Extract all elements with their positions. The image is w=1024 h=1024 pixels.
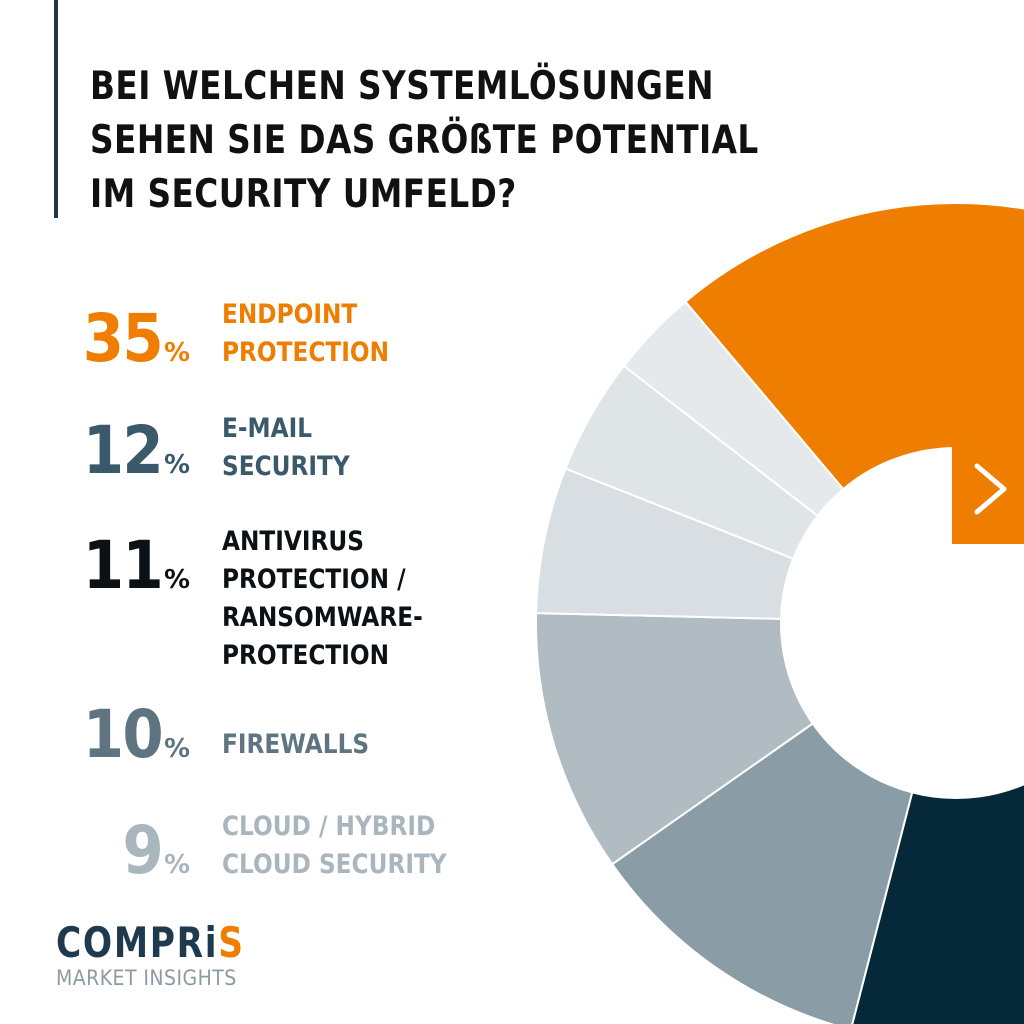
- donut-slices: [535, 202, 1024, 1024]
- legend-percent: 9%: [122, 812, 190, 889]
- title-line-1: BEI WELCHEN SYSTEMLÖSUNGEN: [90, 64, 715, 109]
- legend-label: FIREWALLS: [222, 729, 370, 760]
- logo-wordmark: COMPRiS: [56, 918, 245, 967]
- legend-label: CLOUD / HYBRID CLOUD SECURITY: [222, 811, 447, 880]
- title-line-3: IM SECURITY UMFELD?: [90, 172, 517, 217]
- next-button[interactable]: [952, 430, 1024, 544]
- chart-title: BEI WELCHEN SYSTEMLÖSUNGEN SEHEN SIE DAS…: [90, 60, 759, 222]
- title-line-2: SEHEN SIE DAS GRÖßTE POTENTIAL: [90, 118, 759, 163]
- logo-subtitle: MARKET INSIGHTS: [56, 966, 237, 990]
- title-accent-bar: [54, 0, 58, 218]
- legend-percent: 11%: [82, 527, 190, 604]
- legend-label: ENDPOINT PROTECTION: [222, 299, 390, 368]
- legend-label: E-MAIL SECURITY: [222, 413, 350, 482]
- legend-percent: 10%: [82, 696, 190, 773]
- legend-percent: 12%: [82, 412, 190, 489]
- chevron-right-icon[interactable]: [974, 463, 1007, 515]
- legend-label: ANTIVIRUS PROTECTION / RANSOMWARE- PROTE…: [222, 526, 423, 671]
- donut-slice: [535, 612, 815, 866]
- donut-slice: [610, 722, 914, 1024]
- legend-percent: 35%: [82, 300, 190, 377]
- compris-logo: COMPRiS MARKET INSIGHTS: [56, 918, 286, 991]
- donut-slice: [622, 300, 845, 518]
- donut-slice: [851, 783, 1024, 1024]
